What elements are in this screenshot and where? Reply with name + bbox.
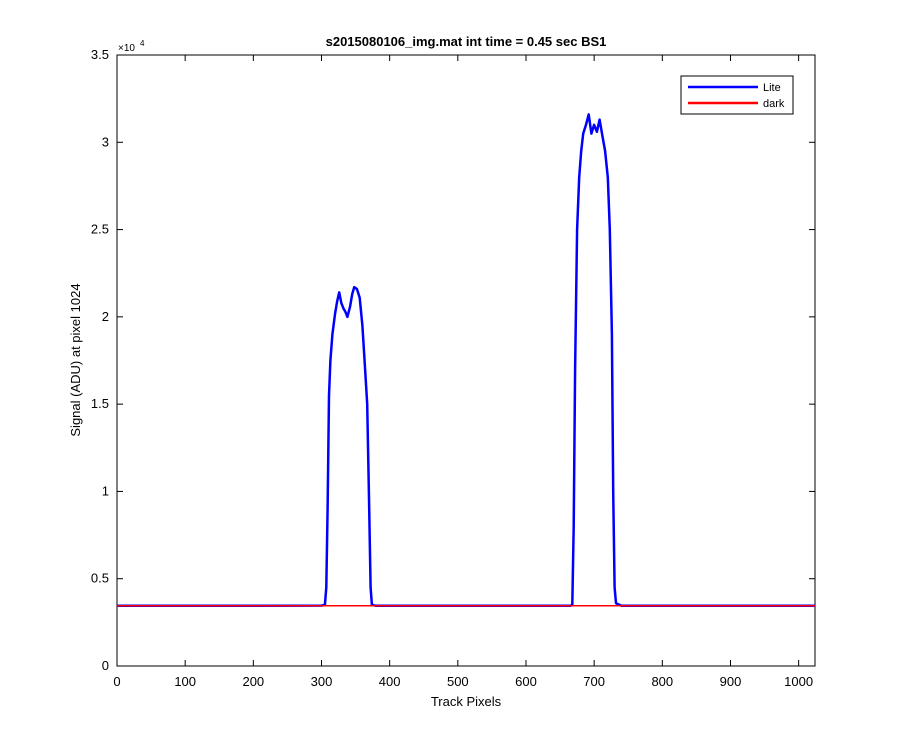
x-tick-label: 800 <box>651 674 673 689</box>
x-tick-label: 500 <box>447 674 469 689</box>
y-tick-label: 3 <box>102 134 109 149</box>
chart-title: s2015080106_img.mat int time = 0.45 sec … <box>326 34 607 49</box>
y-tick-label: 2 <box>102 309 109 324</box>
y-tick-label: 1.5 <box>91 396 109 411</box>
x-tick-label: 1000 <box>784 674 813 689</box>
legend: Lite dark <box>680 75 794 115</box>
tick-layer: 0 100 200 300 400 500 600 700 800 900 1000 0 0.5 1 1.5… <box>91 47 815 689</box>
x-tick-label: 600 <box>515 674 537 689</box>
y-exponent-power: 4 <box>140 39 145 48</box>
legend-box <box>680 75 794 115</box>
x-tick-label: 200 <box>242 674 264 689</box>
x-tick-label: 700 <box>583 674 605 689</box>
y-tick-label: 1 <box>102 483 109 498</box>
x-tick-label: 300 <box>311 674 333 689</box>
legend-label-lite: Lite <box>763 82 781 94</box>
x-tick-label: 900 <box>720 674 742 689</box>
x-tick-label: 0 <box>113 674 120 689</box>
plot-area <box>116 54 816 667</box>
series-layer <box>117 113 815 608</box>
y-tick-label: 0 <box>102 658 109 673</box>
x-tick-label: 400 <box>379 674 401 689</box>
y-tick-label: 2.5 <box>91 222 109 237</box>
y-tick-label: 0.5 <box>91 571 109 586</box>
y-axis-label: Signal (ADU) at pixel 1024 <box>68 283 83 436</box>
y-tick-label: 3.5 <box>91 47 109 62</box>
x-tick-label: 100 <box>174 674 196 689</box>
y-exponent-base: ×10 <box>118 43 135 54</box>
x-axis-label: Track Pixels <box>431 694 502 709</box>
legend-label-dark: dark <box>763 98 785 110</box>
